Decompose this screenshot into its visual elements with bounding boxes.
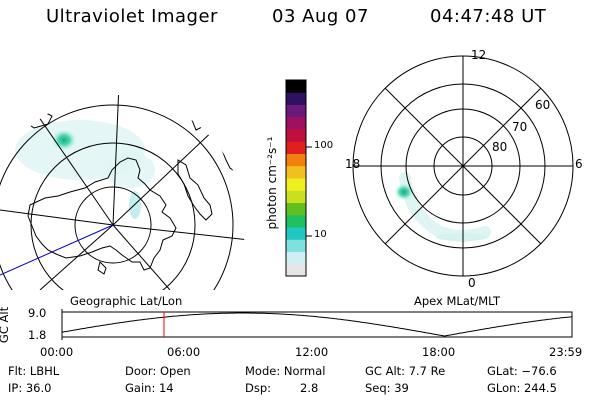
south-america-coast <box>177 159 213 221</box>
ip-field: IP: 36.0 <box>8 381 52 395</box>
mlt-label-0: 0 <box>468 276 476 290</box>
geographic-map <box>0 95 245 290</box>
polar-plot <box>352 55 574 277</box>
colorbar-step <box>286 251 306 265</box>
dsp-value: 2.8 <box>300 381 319 395</box>
xtick-1800: 18:00 <box>422 345 456 359</box>
colorbar-step <box>286 129 306 142</box>
colorbar-step <box>286 153 306 167</box>
mlt-label-12: 12 <box>471 48 487 62</box>
mlat-label-70: 70 <box>512 120 528 134</box>
xtick-2359: 23:59 <box>549 345 583 359</box>
aurora-spot-right <box>394 183 414 201</box>
colorbar-step <box>286 165 306 179</box>
geographic-panel-label: Geographic Lat/Lon <box>70 294 183 308</box>
colorbar-step <box>286 178 306 191</box>
antarctica-coast <box>27 157 177 271</box>
xtick-0600: 06:00 <box>167 345 201 359</box>
dsp-label: Dsp: <box>245 381 272 395</box>
filter-field: Flt: LBHL <box>8 364 60 378</box>
observation-time: 04:47:48 UT <box>430 6 547 27</box>
colorbar-step <box>286 80 306 93</box>
door-field: Door: Open <box>125 364 191 378</box>
colorbar-step <box>286 202 306 216</box>
mlt-label-18: 18 <box>345 157 361 171</box>
colorbar-step <box>286 190 306 203</box>
glat-field: GLat: −76.6 <box>487 364 557 378</box>
altitude-ytick-max: 9.0 <box>28 306 47 320</box>
colorbar-step <box>286 239 306 252</box>
altitude-ytick-min: 1.8 <box>28 328 47 342</box>
colorbar-step <box>286 141 306 154</box>
color-scale <box>285 79 307 277</box>
observation-date: 03 Aug 07 <box>272 6 369 27</box>
glon-field: GLon: 244.5 <box>487 381 557 395</box>
seq-field: Seq: 39 <box>365 381 409 395</box>
altitude-ylabel: GC Alt <box>0 306 12 344</box>
gc-alt-field: GC Alt: 7.7 Re <box>365 364 446 378</box>
colorbar-step <box>286 116 306 130</box>
colorbar-tick-10: 10 <box>314 229 327 240</box>
mlat-label-60: 60 <box>535 98 551 112</box>
aurora-spot-left <box>51 129 77 151</box>
xtick-1200: 12:00 <box>295 345 329 359</box>
mlt-label-6: 6 <box>575 157 583 171</box>
colorbar-step <box>286 263 306 277</box>
xtick-0000: 00:00 <box>40 345 74 359</box>
altitude-plot <box>61 309 573 340</box>
colorbar-step <box>286 214 306 228</box>
instrument-title: Ultraviolet Imager <box>46 6 218 27</box>
colorbar-unit-label: photon cm⁻²s⁻¹ <box>265 136 279 230</box>
gain-field: Gain: 14 <box>125 381 174 395</box>
colorbar-step <box>286 92 306 105</box>
apex-panel-label: Apex MLat/MLT <box>414 294 501 308</box>
track-line <box>0 224 114 276</box>
colorbar-step <box>286 104 306 118</box>
colorbar-step <box>286 227 306 240</box>
colorbar-tick-100: 100 <box>314 140 334 151</box>
mode-field: Mode: Normal <box>245 364 326 378</box>
mlat-label-80: 80 <box>492 140 508 154</box>
altitude-curve <box>61 312 573 337</box>
